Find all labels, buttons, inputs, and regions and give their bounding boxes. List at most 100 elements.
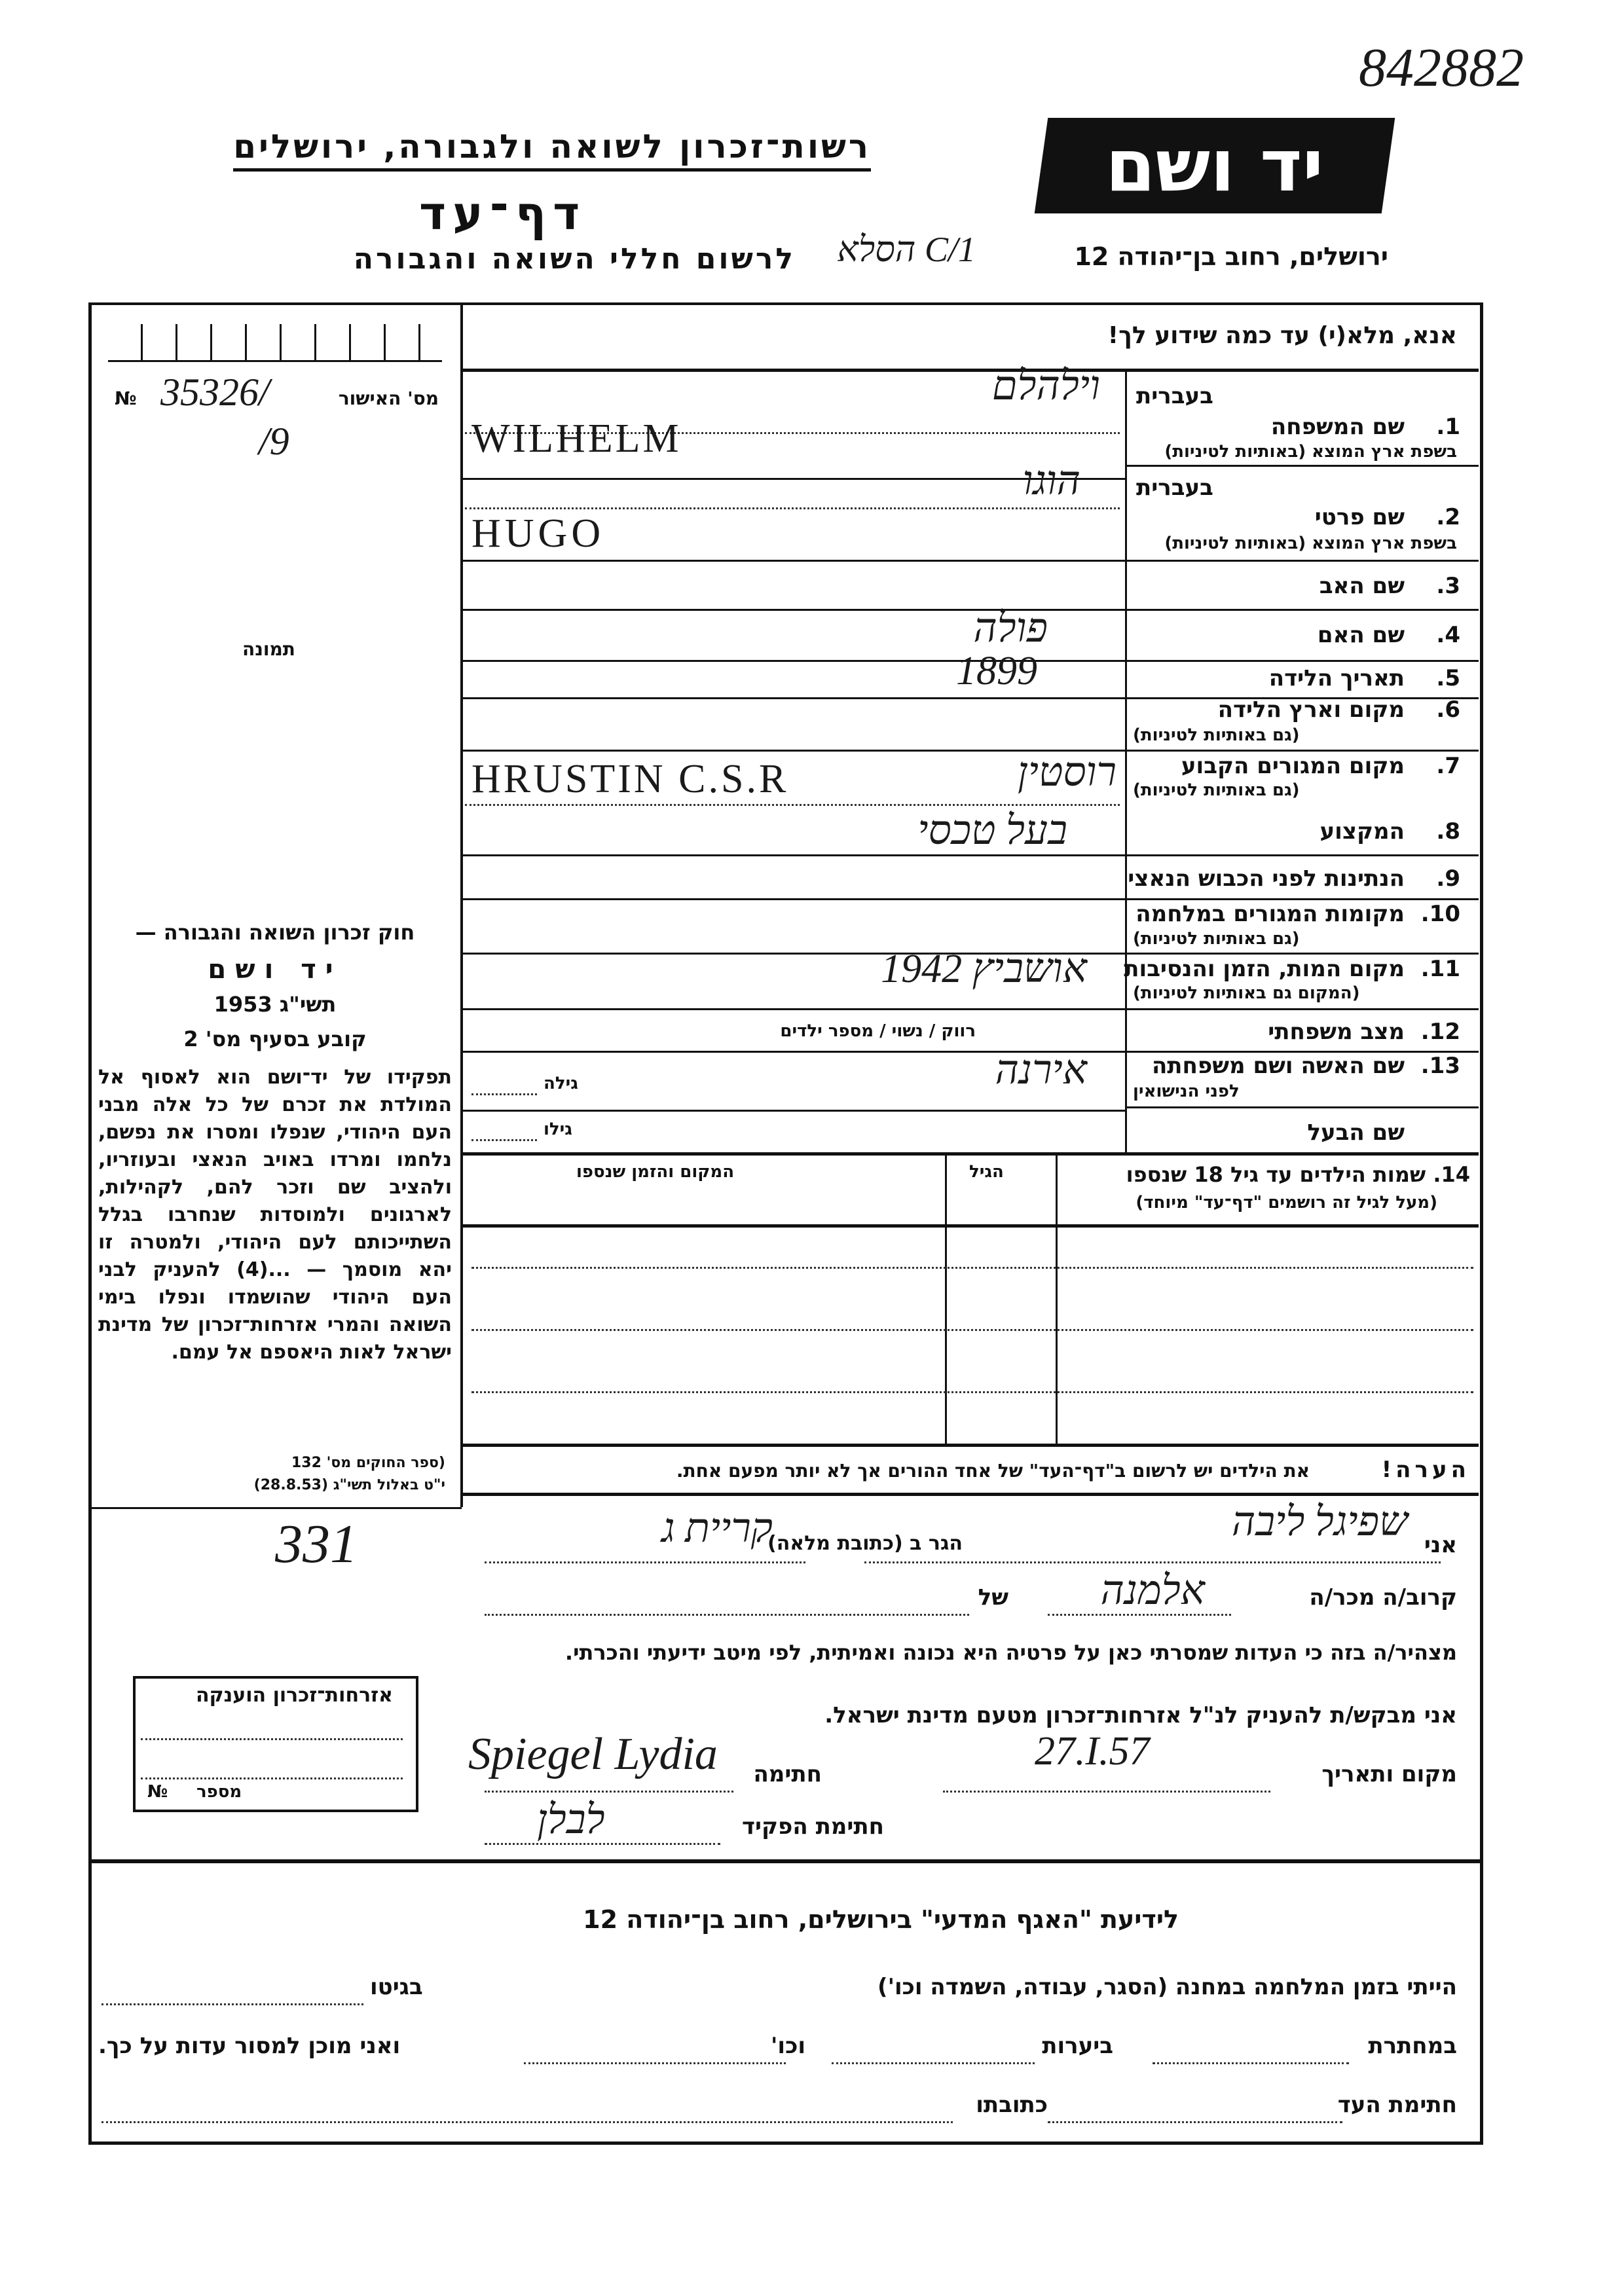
field-4-label: שם האם — [1317, 622, 1405, 648]
field-1-value-latin[interactable]: WILHELM — [471, 416, 682, 461]
margin-note: 331 — [275, 1514, 358, 1575]
field-7-num: 7. — [1436, 753, 1460, 779]
citizenship-box — [133, 1676, 418, 1812]
field-7-value-hebrew[interactable]: רוסטין — [1017, 750, 1116, 795]
note-label: הערה! — [1381, 1457, 1470, 1483]
law-source-2: י"ט באלול תשי"ג (28.8.53) — [253, 1477, 445, 1493]
left-column-divider — [460, 302, 463, 1507]
field-13-age-label: גילה — [544, 1074, 578, 1093]
approval-tick-marks — [108, 324, 442, 362]
declarant-name[interactable]: שפיגל ליבה — [1231, 1500, 1408, 1544]
signature-label: חתימה — [753, 1761, 822, 1787]
declaration-statement: מצהיר/ה בזה כי העדות שמסרתי כאן על פרטיה… — [564, 1640, 1457, 1665]
field-12-num: 12. — [1420, 1019, 1460, 1045]
field-12-label: מצב משפחתי — [1268, 1019, 1405, 1045]
bottom-ready: ואני מוכן למסור עדות על כך. — [98, 2033, 401, 2059]
husband-age-label: גילו — [544, 1120, 572, 1139]
of-label: של — [978, 1584, 1008, 1611]
field-2-label: שם פרטי — [1314, 504, 1405, 530]
field-7-value-latin[interactable]: HRUSTIN C.S.R — [471, 757, 789, 801]
husband-label: שם הבעל — [1307, 1120, 1405, 1146]
field-1-hebrew-tag: בעברית — [1136, 383, 1213, 409]
approval-no-sign: № — [115, 388, 137, 409]
field-10-label: מקומות המגורים במלחמה — [1135, 901, 1405, 927]
field-7-sub: (גם באותיות לטיניות) — [1133, 780, 1300, 800]
field-11-label: מקום המות, הזמן והנסיבות — [1124, 956, 1405, 982]
children-place-header: המקום והזמן שנספו — [576, 1162, 735, 1182]
field-8-value[interactable]: בעל טכסי — [917, 809, 1067, 853]
officer-label: חתימת הפקיד — [741, 1813, 884, 1840]
bottom-underground: במחתרת — [1368, 2033, 1457, 2059]
field-2-num: 2. — [1436, 504, 1460, 530]
field-13-num: 13. — [1420, 1053, 1460, 1079]
law-source-1: (ספר החוקים מס' 132 — [291, 1455, 445, 1471]
form-frame — [88, 302, 1483, 2145]
field-13-value[interactable]: אירנה — [995, 1048, 1087, 1093]
bottom-title: לידיעת "האגף המדעי" בירושלים, רחוב בן־יה… — [583, 1905, 1179, 1934]
declaration-i-label: אני — [1424, 1532, 1457, 1558]
bottom-forests: ביערות — [1042, 2033, 1113, 2059]
field-8-num: 8. — [1436, 818, 1460, 845]
field-10-num: 10. — [1420, 901, 1460, 927]
field-2-sub: בשפת ארץ המוצא (באותיות לטיניות) — [1164, 534, 1457, 553]
relative-label: קרוב/ה מכר/ה — [1309, 1584, 1457, 1611]
address: ירושלים, רחוב בן־יהודה 12 — [1074, 242, 1388, 271]
field-4-value[interactable]: פולה — [973, 606, 1048, 651]
form-title: דף־עד — [419, 187, 587, 240]
field-6-label: מקום וארץ הלידה — [1217, 697, 1405, 723]
field-11-sub: (המקום גם באותיות לטיניות) — [1133, 983, 1360, 1003]
law-body: תפקידו של יד־ושם הוא לאסוף אל המולדת את … — [98, 1066, 452, 1364]
resides-label: הגר ב (כתובת מלאה) — [767, 1532, 963, 1555]
note-text: את הילדים יש לרשום ב"דף־העד" של אחד ההור… — [676, 1460, 1310, 1482]
children-age-header: הגיל — [969, 1162, 1004, 1182]
form-number: 842882 — [1359, 37, 1524, 98]
declaration-request: אני מבקש/ת להעניק לנ"ל אזרחות־זכרון מטעם… — [824, 1702, 1457, 1728]
field-1-sub: בשפת ארץ המוצא (באותיות לטיניות) — [1164, 442, 1457, 462]
field-1-label: שם המשפחה — [1270, 414, 1405, 440]
handwritten-ref: 1/C הסלא — [837, 230, 976, 269]
declarant-address[interactable]: קריית ג — [661, 1506, 773, 1551]
bottom-address: כתובתו — [976, 2092, 1048, 2118]
instruction: אנא, מלא(י) עד כמה שידוע לך! — [1107, 322, 1457, 349]
field-10-sub: (גם באותיות לטיניות) — [1133, 929, 1300, 949]
law-name: יד ושם — [208, 955, 342, 985]
field-1-value-hebrew[interactable]: וילהלם — [991, 364, 1100, 409]
field-9-num: 9. — [1436, 866, 1460, 892]
field-1-num: 1. — [1436, 414, 1460, 440]
field-2-value-latin[interactable]: HUGO — [471, 511, 605, 556]
yad-vashem-logo: יד ושם — [1034, 118, 1395, 213]
children-label: 14. שמות הילדים עד גיל 18 שנספו — [1126, 1162, 1470, 1187]
relationship-value[interactable]: אלמנה — [1100, 1569, 1205, 1613]
left-column-bottom — [88, 1507, 462, 1509]
approval-number-suffix: /9 — [259, 420, 289, 463]
field-13-sub: לפני הנישואין — [1133, 1082, 1240, 1101]
field-11-num: 11. — [1420, 956, 1460, 982]
authority-name: רשות־זכרון לשואה ולגבורה, ירושלים — [233, 128, 871, 172]
field-5-value[interactable]: 1899 — [956, 649, 1037, 693]
law-year: תשי"ג 1953 — [213, 992, 337, 1017]
field-3-label: שם האב — [1319, 573, 1405, 599]
field-12-options: רווק / נשוי / מספר ילדים — [780, 1021, 976, 1041]
photo-label: תמונה — [242, 638, 295, 660]
instruction-divider — [460, 369, 1479, 372]
field-11-value[interactable]: אושביץ 1942 — [881, 947, 1087, 991]
field-7-label: מקום המגורים הקבוע — [1181, 753, 1405, 779]
field-2-value-hebrew[interactable]: הוגו — [1022, 459, 1080, 503]
field-2-hebrew-tag: בעברית — [1136, 475, 1213, 501]
field-8-label: המקצוע — [1320, 818, 1405, 845]
field-13-label: שם האשה ושם משפחתה — [1151, 1053, 1405, 1079]
bottom-ghetto: בגיטו — [370, 1974, 423, 2000]
signature: Spiegel Lydia — [468, 1729, 718, 1779]
approval-number: 35326/ — [160, 371, 270, 414]
field-4-num: 4. — [1436, 622, 1460, 648]
field-5-label: תאריך הלידה — [1268, 665, 1405, 691]
bottom-camp-line: הייתי בזמן המלחמה במחנה (הסגר, עבודה, הש… — [877, 1974, 1457, 2000]
field-3-num: 3. — [1436, 573, 1460, 599]
field-6-sub: (גם באותיות לטיניות) — [1133, 725, 1300, 745]
logo-text: יד ושם — [1105, 124, 1324, 208]
form-subtitle: לרשום חללי השואה והגבורה — [353, 242, 796, 276]
field-6-num: 6. — [1436, 697, 1460, 723]
label-column-divider — [1125, 369, 1127, 1152]
date-value[interactable]: 27.I.57 — [1035, 1729, 1150, 1774]
law-title: חוק זכרון השואה והגבורה — — [135, 920, 415, 945]
